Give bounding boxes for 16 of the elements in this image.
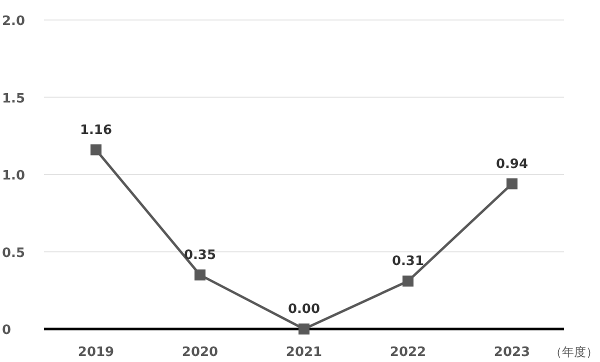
xtick-label: 2020: [182, 345, 218, 360]
data-label: 0.35: [184, 248, 216, 263]
ytick-label: 1.0: [2, 168, 26, 184]
data-label: 0.94: [496, 156, 528, 172]
xtick-label: 2022: [390, 345, 426, 360]
ytick-label: 1.5: [2, 91, 26, 106]
data-label: 0.00: [288, 302, 320, 317]
xtick-label: 2021: [286, 345, 322, 360]
ytick-label: 0.5: [2, 246, 26, 261]
data-label: 1.16: [80, 122, 112, 138]
xtick-label: 2023: [494, 345, 530, 360]
ytick-label: 0: [2, 323, 12, 338]
xtick-label: 2019: [78, 345, 114, 360]
ytick-label: 2.0: [2, 14, 26, 29]
xlabel: （年度）: [550, 345, 598, 359]
data-label: 0.31: [392, 254, 424, 270]
